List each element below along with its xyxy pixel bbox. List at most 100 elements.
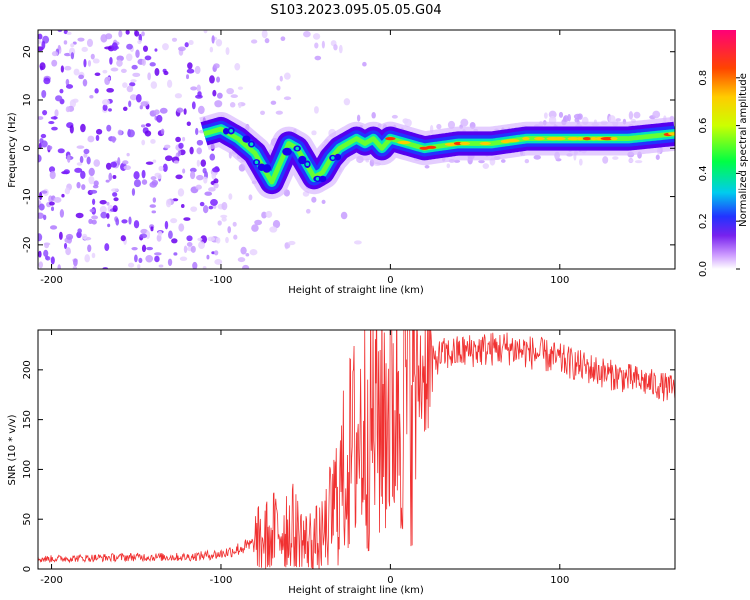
spectrogram-point	[57, 148, 65, 154]
spectrogram-point	[213, 182, 219, 189]
spectrogram-point	[72, 41, 77, 45]
spectrogram-point	[214, 100, 223, 108]
spectrogram-point	[57, 30, 63, 33]
spectrogram-point	[58, 231, 63, 240]
spectrogram-point	[216, 92, 223, 99]
spectrogram-point	[108, 172, 113, 181]
spectrogram-point	[91, 252, 96, 259]
spectrogram-point	[38, 33, 43, 40]
spectrogram-point	[137, 264, 141, 269]
spectrogram-point	[184, 42, 189, 48]
spectrogram-point	[209, 75, 215, 84]
spectrogram-point	[343, 98, 351, 106]
spectrogram-point	[198, 241, 205, 250]
y-tick-label: 50	[22, 513, 33, 526]
spectrogram-point	[65, 233, 74, 240]
spectrogram-point	[118, 30, 123, 38]
spectrogram-point	[321, 199, 326, 205]
spectrogram-point	[146, 246, 154, 251]
spectrogram-point	[156, 114, 163, 123]
y-tick-label: 0	[22, 566, 33, 572]
colorbar-tick-label: 0.4	[698, 165, 709, 181]
spectrogram-point	[76, 181, 81, 189]
spectrogram-point	[90, 53, 95, 60]
spectrogram-point	[533, 155, 541, 160]
spectrogram-point	[190, 245, 196, 253]
spectrogram-point	[166, 79, 173, 88]
spectrogram-point	[211, 172, 217, 180]
spectrogram-point	[225, 47, 230, 56]
spectrogram-point	[110, 67, 119, 72]
spectrogram-point	[150, 226, 154, 232]
y-tick-label: 0	[22, 145, 33, 151]
spectrogram-point	[104, 46, 112, 50]
spectrogram-point	[362, 61, 367, 67]
spectrogram-point	[173, 160, 180, 164]
spectrogram-point	[154, 252, 162, 256]
spectrogram-point	[139, 105, 143, 110]
spectrogram-point	[82, 79, 88, 87]
spectrogram-point	[182, 136, 186, 142]
spectrogram-point	[48, 121, 55, 125]
spectrogram-point	[106, 201, 110, 206]
spectrogram-point	[199, 201, 205, 207]
spectrogram-point	[110, 161, 117, 168]
spectrogram-point	[38, 233, 43, 242]
spectrogram-point	[104, 243, 110, 251]
spectrogram-point	[70, 52, 75, 60]
spectrogram-point	[65, 247, 71, 256]
spectrogram-point	[126, 85, 134, 93]
spectrogram-blob-core	[330, 156, 335, 160]
spectrogram-point	[77, 228, 82, 234]
spectrogram-point	[86, 38, 94, 48]
colorbar-tick-label: 0.2	[698, 213, 709, 229]
spectrogram-point	[404, 118, 412, 127]
spectrogram-blob-core	[305, 162, 310, 167]
spectrogram-point	[44, 255, 49, 260]
spectrogram-point	[197, 237, 203, 242]
spectrogram-point	[106, 213, 110, 219]
spectrogram-point	[213, 63, 220, 69]
spectrogram-point	[548, 110, 557, 119]
spectrogram-point	[356, 114, 361, 122]
spectrogram-point	[160, 128, 165, 135]
spectrogram-point	[93, 180, 99, 187]
colorbar-gradient	[712, 30, 736, 269]
snr-ylabel: SNR (10 * v/v)	[7, 414, 18, 485]
spectrogram-point	[178, 142, 184, 149]
spectrogram-point	[87, 135, 95, 143]
spectrogram-point	[141, 31, 145, 37]
spectrogram-point	[245, 252, 250, 257]
spectrogram-point	[81, 46, 88, 52]
spectrogram-point	[275, 110, 283, 115]
spectrogram-point	[171, 37, 178, 42]
spectrogram-point	[214, 259, 223, 265]
spectrogram-point	[202, 265, 207, 269]
spectrogram-point	[113, 197, 119, 202]
spectrogram-point	[83, 152, 88, 158]
spectrogram-point	[93, 159, 101, 167]
spectrogram-point	[229, 102, 236, 108]
spectrogram-point	[87, 244, 92, 253]
spectrogram-point	[51, 51, 59, 57]
spectrogram-point	[102, 104, 108, 112]
spectrogram-point	[211, 35, 215, 44]
spectrogram-point	[158, 165, 164, 172]
y-tick-label: 150	[22, 410, 33, 429]
spectrogram-point	[128, 262, 135, 268]
spectrogram-point	[628, 111, 634, 120]
spectrogram-point	[145, 230, 151, 240]
spectrogram-point	[132, 72, 141, 77]
spectrogram-hotspot	[425, 145, 437, 149]
y-tick-label: 20	[22, 45, 33, 58]
spectrogram-point	[39, 62, 46, 71]
spectrogram-hotspot	[385, 137, 396, 141]
spectrogram-point	[482, 163, 490, 169]
spectrogram-point	[83, 148, 90, 155]
spectrogram-point	[311, 130, 317, 136]
spectrogram-point	[311, 196, 317, 203]
spectrogram-point	[197, 105, 205, 115]
spectrogram-point	[314, 55, 322, 61]
spectrogram-point	[49, 225, 58, 230]
spectrogram-point	[144, 55, 152, 61]
